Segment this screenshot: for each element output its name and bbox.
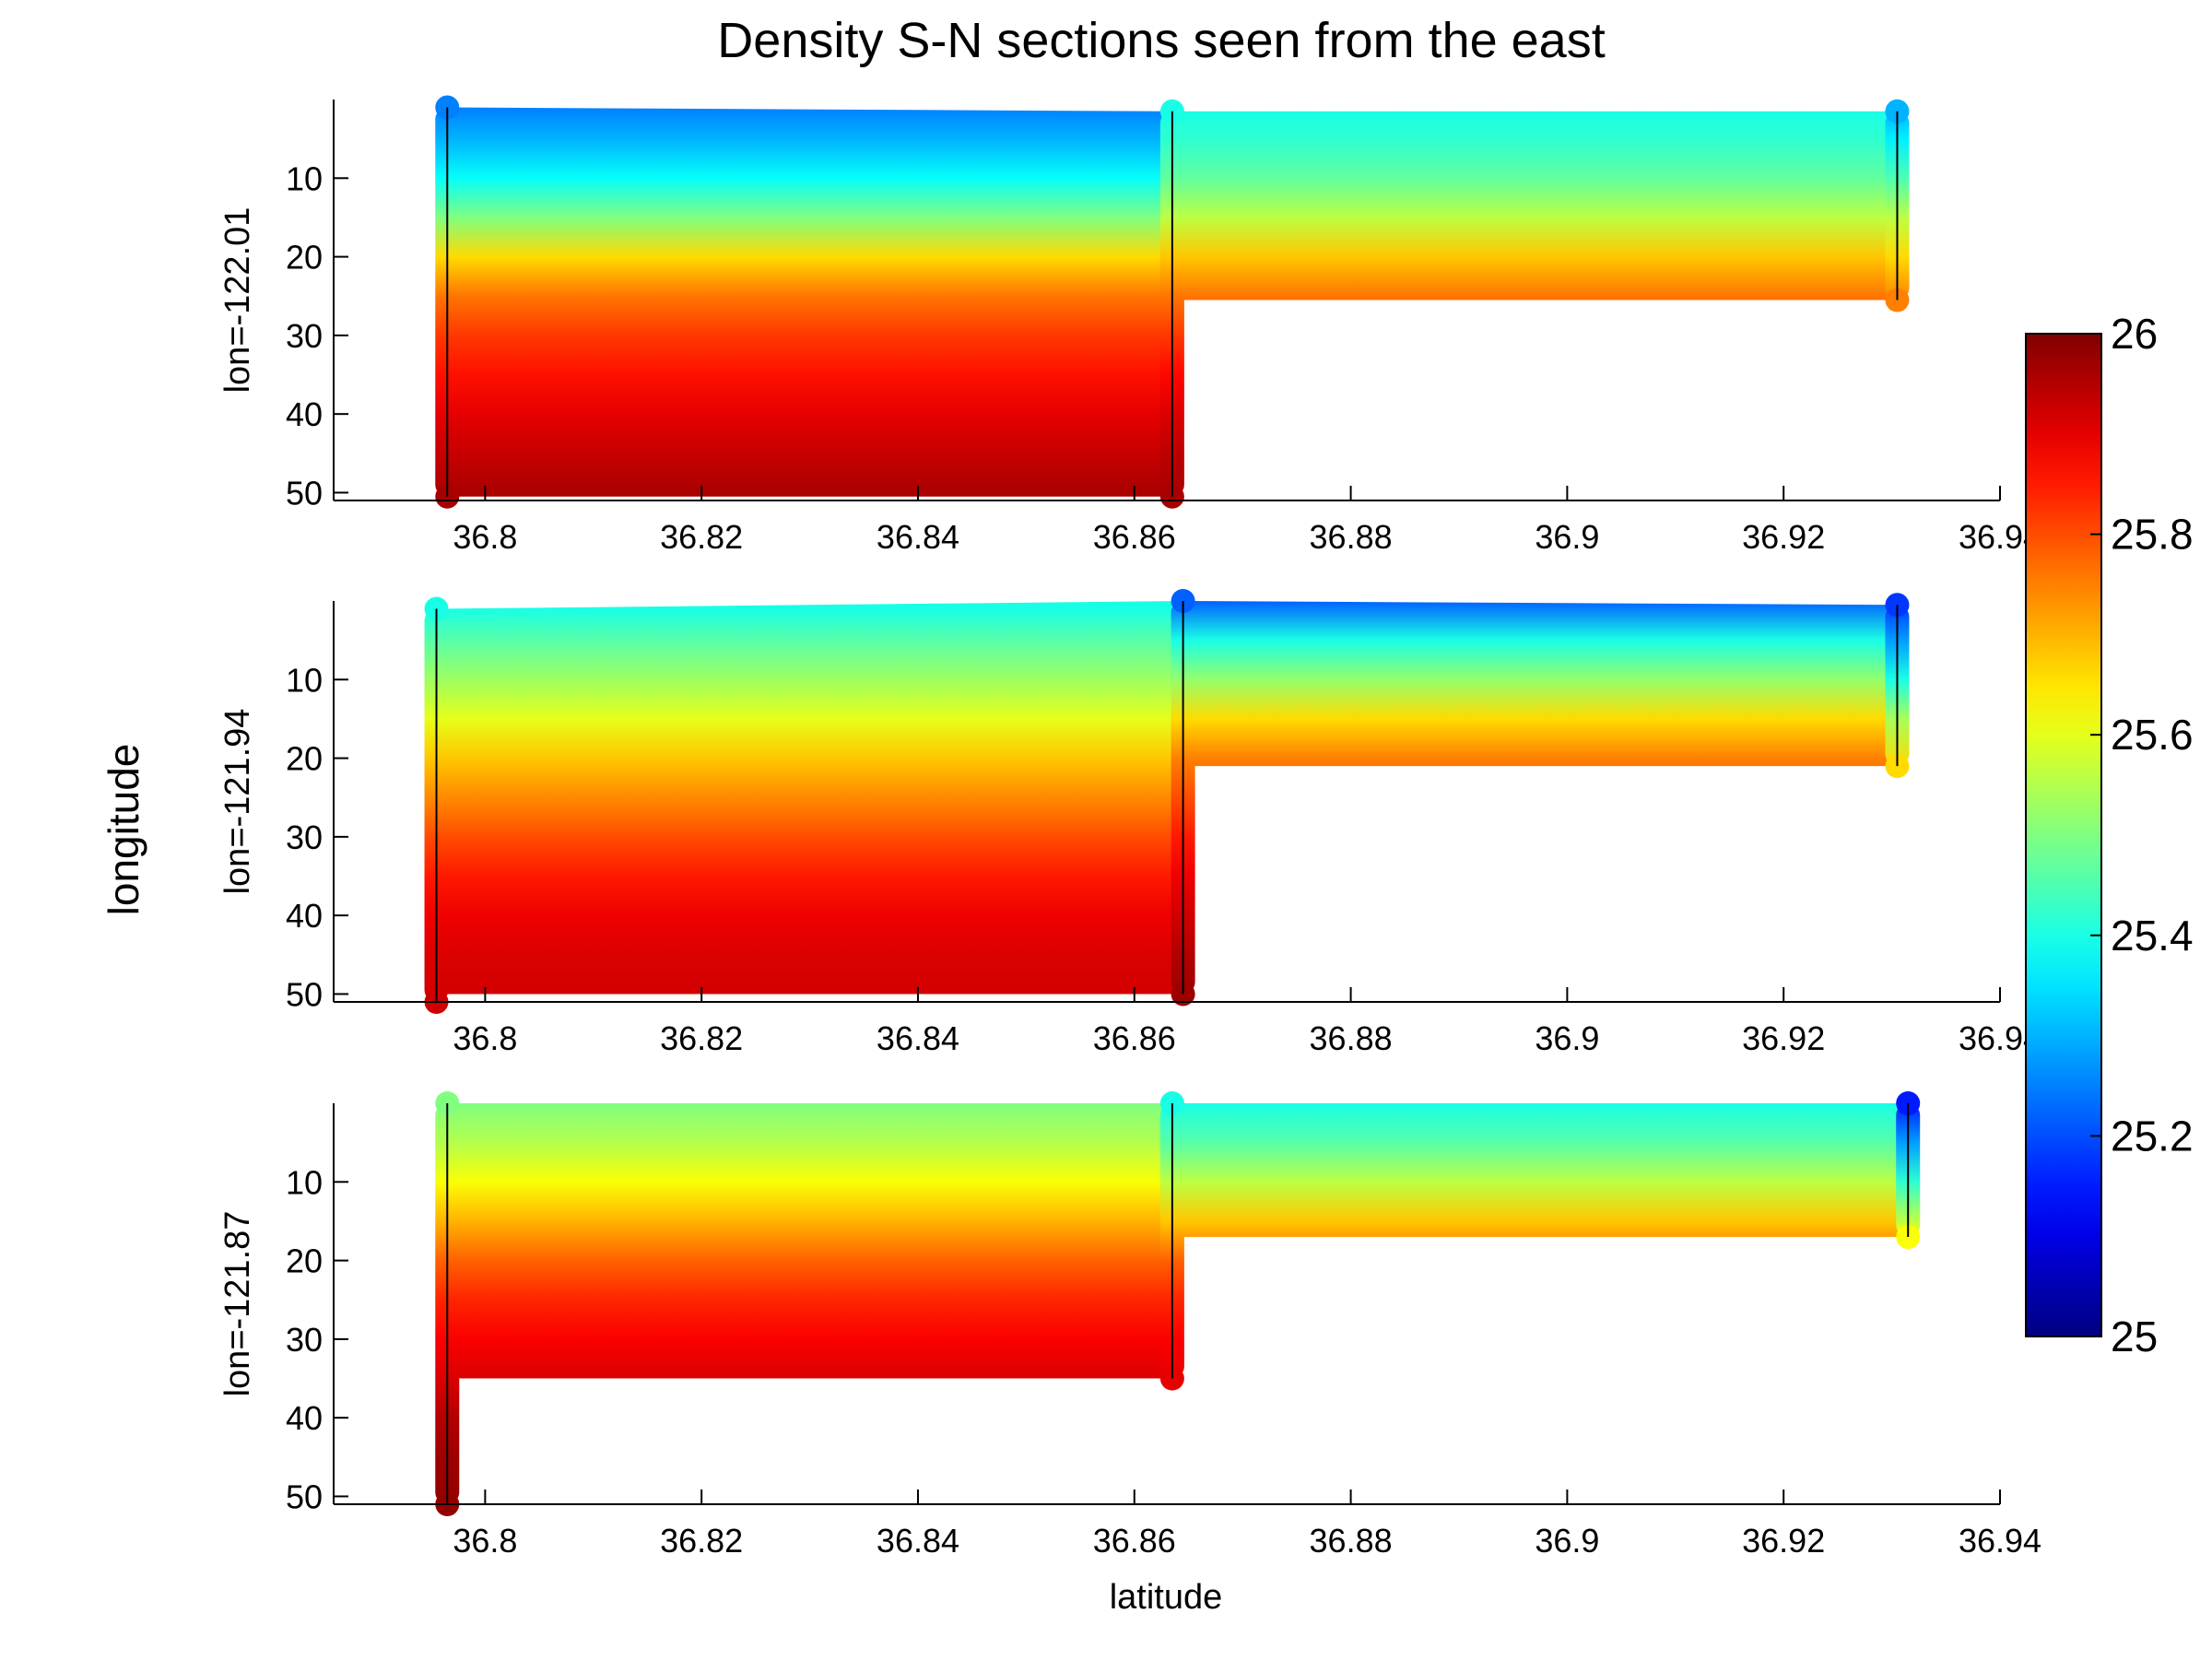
x-tick-label: 36.92	[1742, 518, 1825, 556]
y-tick-label: 20	[286, 1242, 323, 1280]
y-tick-label: 50	[286, 975, 323, 1013]
panel-y-label: lon=-121.87	[218, 1211, 257, 1397]
section-fill-2	[1182, 601, 1898, 767]
colorbar-tick-label: 25.4	[2111, 912, 2194, 960]
section-fill-2	[1171, 1103, 1909, 1237]
y-tick-label: 30	[286, 317, 323, 355]
x-tick-label: 36.94	[1959, 1522, 2041, 1560]
panel-2: 36.8 36.82 36.84 36.86 36.88 36.9 36.92 36.9410…	[218, 589, 2041, 1057]
y-tick-label: 40	[286, 1399, 323, 1437]
y-tick-label: 30	[286, 818, 323, 856]
x-tick-label: 36.84	[877, 518, 959, 556]
x-tick-label: 36.84	[877, 1522, 959, 1560]
colorbar: 25 25.2 25.4 25.6 25.8 26	[2025, 310, 2194, 1360]
x-tick-label: 36.82	[660, 1522, 743, 1560]
panels-group: 36.8 36.82 36.84 36.86 36.88 36.9 36.92 36.94 10…	[218, 95, 2041, 1560]
x-tick-label: 36.8	[453, 1522, 517, 1560]
x-tick-label: 36.86	[1093, 518, 1176, 556]
colorbar-tick-label: 25.6	[2111, 711, 2194, 759]
x-tick-label: 36.9	[1535, 518, 1599, 556]
colorbar-tick-label: 25.2	[2111, 1112, 2194, 1160]
y-tick-label: 20	[286, 740, 323, 778]
y-tick-label: 20	[286, 239, 323, 277]
x-tick-label: 36.84	[877, 1019, 959, 1057]
x-tick-label: 36.8	[453, 518, 517, 556]
x-tick-label: 36.8	[453, 1019, 517, 1057]
panel-1: 36.8 36.82 36.84 36.86 36.88 36.9 36.92 36.9410…	[218, 95, 2041, 556]
x-tick-label: 36.82	[660, 1019, 743, 1057]
x-tick-label: 36.92	[1742, 1522, 1825, 1560]
panel-3: 36.8 36.82 36.84 36.86 36.88 36.9 36.92 36.94 10…	[218, 1091, 2041, 1560]
x-axis-label: latitude	[1110, 1578, 1223, 1617]
section-fill-1	[447, 1103, 1172, 1379]
chart-title: Density S-N sections seen from the east	[717, 13, 1605, 68]
colorbar-tick-label: 25.8	[2111, 511, 2194, 559]
x-tick-label: 36.86	[1093, 1019, 1176, 1057]
y-tick-label: 50	[286, 1478, 323, 1515]
y-tick-label: 30	[286, 1321, 323, 1359]
panel-y-label: lon=-122.01	[218, 207, 257, 394]
section-fill-2	[1171, 111, 1898, 300]
y-tick-label: 10	[286, 661, 323, 699]
x-tick-label: 36.9	[1535, 1522, 1599, 1560]
x-tick-label: 36.88	[1310, 1522, 1393, 1560]
colorbar-bar	[2025, 333, 2102, 1337]
x-tick-label: 36.88	[1310, 518, 1393, 556]
x-tick-label: 36.82	[660, 518, 743, 556]
panel-y-label: lon=-121.94	[218, 709, 257, 895]
colorbar-tick-label: 25	[2111, 1313, 2158, 1360]
x-tick-label: 36.92	[1742, 1019, 1825, 1057]
x-tick-label: 36.9	[1535, 1019, 1599, 1057]
y-tick-label: 10	[286, 1163, 323, 1201]
common-y-axis-label: longitude	[100, 744, 147, 916]
y-tick-label: 10	[286, 159, 323, 197]
y-tick-label: 40	[286, 897, 323, 935]
x-tick-label: 36.86	[1093, 1522, 1176, 1560]
x-tick-label: 36.88	[1310, 1019, 1393, 1057]
colorbar-tick-label: 26	[2111, 310, 2158, 358]
y-tick-label: 40	[286, 395, 323, 433]
section-fill-1	[447, 107, 1172, 497]
y-tick-label: 50	[286, 474, 323, 512]
section-fill-1	[436, 601, 1183, 995]
